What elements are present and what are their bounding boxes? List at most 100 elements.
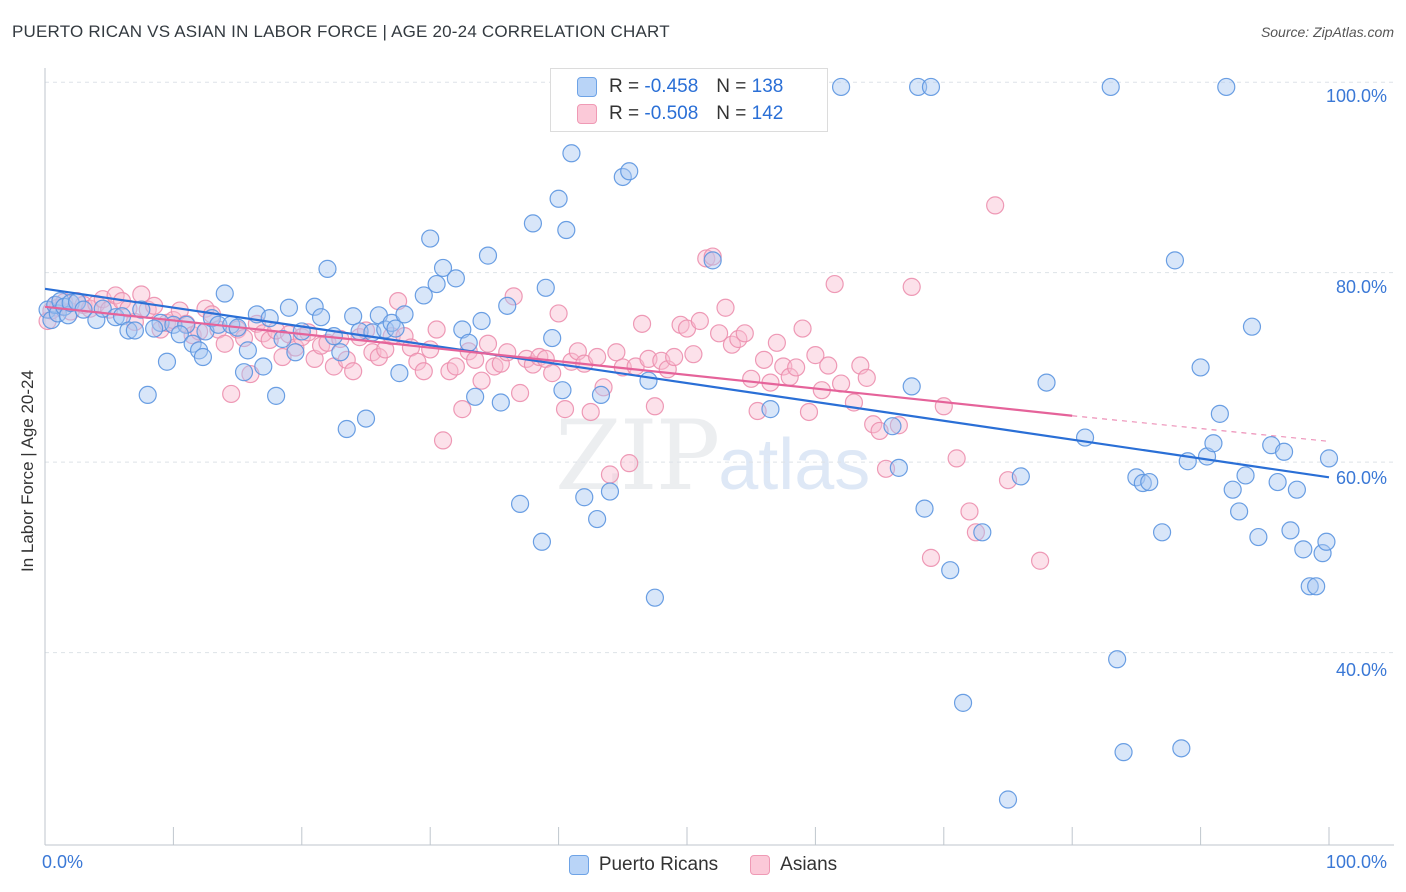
puerto-ricans-point bbox=[498, 296, 517, 315]
watermark-zip: ZIP bbox=[555, 400, 720, 512]
asians-point bbox=[222, 384, 241, 404]
puerto-ricans-point bbox=[260, 309, 279, 328]
asians-point bbox=[960, 502, 979, 521]
puerto-ricans-point bbox=[414, 286, 433, 305]
puerto-ricans-point bbox=[1140, 472, 1159, 492]
puerto-ricans-point bbox=[536, 278, 555, 297]
puerto-ricans-point bbox=[238, 341, 257, 360]
puerto-ricans-point bbox=[234, 363, 254, 382]
asians-point bbox=[607, 343, 626, 362]
puerto-ricans-point bbox=[998, 790, 1018, 809]
puerto-ricans-point bbox=[157, 352, 177, 371]
puerto-ricans-point bbox=[1223, 480, 1242, 499]
puerto-ricans-point bbox=[466, 387, 485, 406]
puerto-ricans-point bbox=[472, 311, 491, 331]
legend-label-puerto-ricans: Puerto Ricans bbox=[598, 854, 719, 875]
y-tick-label-100: 100.0% bbox=[1326, 86, 1388, 106]
legend-row-asians: R = -0.508 N = 142 bbox=[577, 101, 783, 127]
puerto-ricans-point bbox=[1242, 317, 1262, 336]
asians-point bbox=[555, 400, 575, 419]
puerto-ricans-point bbox=[1313, 544, 1332, 563]
puerto-ricans-point bbox=[973, 523, 992, 542]
puerto-ricans-point bbox=[267, 386, 286, 405]
asians-trend-line-extension bbox=[1072, 415, 1330, 442]
puerto-ricans-points bbox=[38, 77, 1339, 809]
puerto-ricans-point bbox=[1133, 473, 1152, 493]
puerto-ricans-point bbox=[305, 297, 324, 316]
puerto-ricans-point bbox=[286, 343, 305, 362]
puerto-ricans-point bbox=[254, 357, 273, 376]
asians-point bbox=[921, 548, 941, 567]
puerto-ricans-point bbox=[902, 377, 921, 396]
puerto-ricans-point bbox=[193, 347, 213, 367]
asians-point bbox=[742, 369, 761, 388]
puerto-ricans-point bbox=[273, 329, 292, 349]
watermark-atlas: atlas bbox=[718, 425, 871, 505]
y-tick-label-80: 80.0% bbox=[1336, 277, 1388, 297]
puerto-ricans-point bbox=[390, 364, 409, 383]
puerto-ricans-point bbox=[543, 328, 562, 348]
asians-point bbox=[286, 338, 305, 357]
y-tick-label-60: 60.0% bbox=[1336, 468, 1388, 488]
puerto-ricans-point bbox=[1274, 442, 1294, 461]
puerto-ricans-point bbox=[1210, 404, 1229, 423]
puerto-ricans-point bbox=[1268, 472, 1287, 492]
puerto-ricans-point bbox=[1101, 77, 1120, 97]
asians-point bbox=[1030, 551, 1050, 570]
asians-point bbox=[588, 347, 607, 367]
asians-point bbox=[709, 324, 729, 343]
asians-point bbox=[408, 352, 427, 371]
legend-item-puerto-ricans[interactable]: Puerto Ricans bbox=[568, 854, 719, 876]
puerto-ricans-point bbox=[645, 588, 665, 607]
asians-point bbox=[684, 345, 703, 364]
asians-point bbox=[819, 356, 838, 375]
puerto-ricans-point bbox=[1307, 577, 1326, 596]
puerto-ricans-point bbox=[491, 393, 510, 412]
puerto-ricans-point bbox=[433, 258, 453, 278]
legend-n-label: N = bbox=[716, 103, 747, 124]
x-tick-label-max: 100.0% bbox=[1326, 852, 1388, 872]
legend-item-asians[interactable]: Asians bbox=[750, 854, 837, 876]
asians-point bbox=[581, 402, 600, 422]
legend-r-value: -0.508 bbox=[644, 103, 699, 124]
puerto-ricans-point bbox=[1236, 466, 1255, 485]
puerto-ricans-point bbox=[356, 409, 376, 428]
puerto-ricans-point bbox=[170, 325, 189, 344]
puerto-ricans-point bbox=[831, 77, 851, 97]
puerto-ricans-point bbox=[138, 385, 157, 405]
watermark: ZIPatlas bbox=[555, 400, 870, 512]
legend-n-value: 138 bbox=[751, 76, 784, 97]
puerto-ricans-point bbox=[1294, 540, 1313, 559]
asians-point bbox=[787, 358, 806, 377]
asians-point bbox=[632, 314, 652, 333]
puerto-ricans-point bbox=[478, 246, 498, 265]
puerto-ricans-point bbox=[421, 229, 440, 248]
puerto-ricans-point bbox=[562, 144, 581, 163]
puerto-ricans-point bbox=[386, 319, 405, 338]
puerto-ricans-point bbox=[909, 77, 928, 97]
legend-r-label: R = bbox=[609, 103, 640, 124]
correlation-legend: R = -0.458 N = 138 R = -0.508 N = 142 bbox=[550, 68, 828, 132]
puerto-ricans-point bbox=[1217, 77, 1236, 97]
puerto-ricans-point bbox=[318, 259, 337, 278]
asians-point bbox=[806, 346, 825, 365]
puerto-ricans-point bbox=[119, 321, 138, 340]
puerto-ricans-point bbox=[703, 251, 722, 270]
legend-swatch-blue bbox=[577, 77, 597, 97]
asians-point bbox=[600, 465, 620, 484]
x-tick-label-min: 0.0% bbox=[42, 852, 84, 872]
asians-point bbox=[472, 371, 491, 390]
asians-point bbox=[864, 415, 883, 434]
puerto-ricans-point bbox=[1204, 434, 1223, 453]
y-tick-label-40: 40.0% bbox=[1336, 660, 1388, 680]
puerto-ricans-point bbox=[1037, 373, 1056, 392]
chart-title: PUERTO RICAN VS ASIAN IN LABOR FORCE | A… bbox=[12, 22, 670, 41]
asians-point bbox=[215, 334, 234, 353]
asians-point bbox=[427, 320, 446, 339]
puerto-ricans-point bbox=[941, 561, 960, 580]
asians-point bbox=[510, 383, 530, 403]
puerto-ricans-point bbox=[1230, 502, 1249, 521]
asians-point bbox=[767, 333, 786, 352]
puerto-ricans-point bbox=[145, 319, 164, 338]
